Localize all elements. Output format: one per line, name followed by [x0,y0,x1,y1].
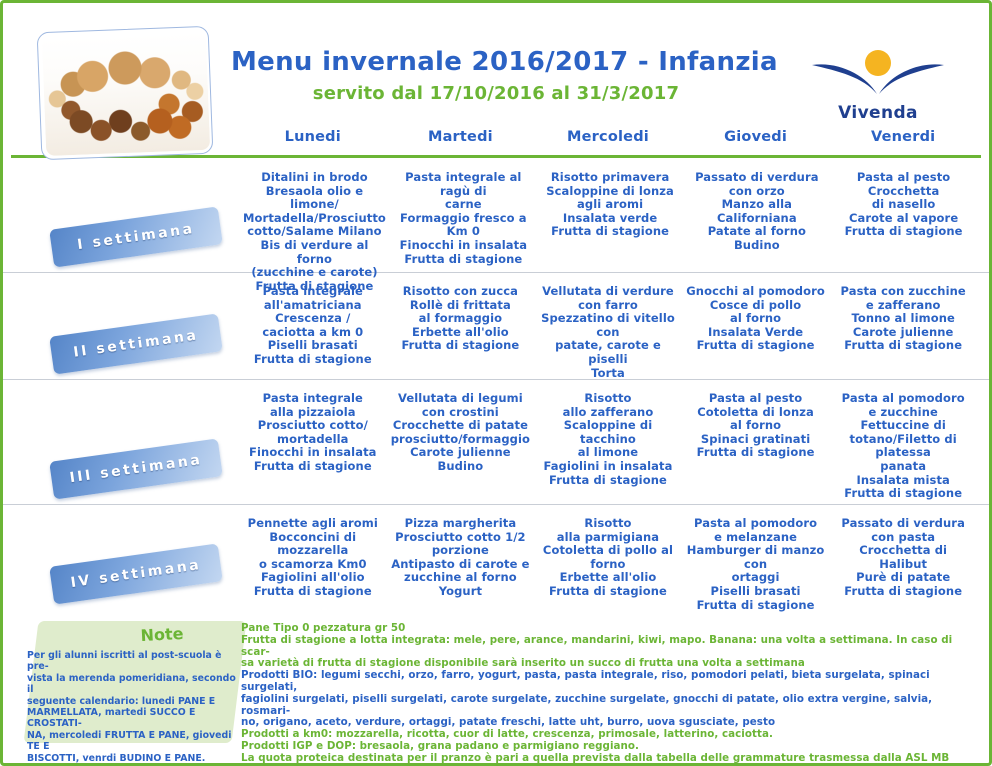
day-header-row: Lunedi Martedi Mercoledi Giovedi Venerdi [3,129,989,159]
legend-line-fruit: Frutta di stagione a lotta integrata: me… [241,633,953,670]
day-header-mercoledi: Mercoledi [567,129,649,145]
menu-cell-w2-venerdi: Pasta con zucchine e zafferano Tonno al … [840,284,966,353]
week-label-cell-2: II settimana [3,273,239,379]
menu-cell-w1-martedi: Pasta integrale al ragù di carne Formagg… [399,170,528,266]
day-header-venerdi: Venerdi [871,129,936,145]
menu-cell-w4-venerdi: Passato di verdura con pasta Crocchetta … [841,516,965,598]
title-block: Menu invernale 2016/2017 - Infanzia serv… [231,47,778,104]
week-tab-2: II settimana [49,313,223,375]
menu-cell-w4-lunedi: Pennette agli aromi Bocconcini di mozzar… [247,516,378,598]
day-header-giovedi: Giovedi [724,129,788,145]
week-label-cell-4: IV settimana [3,505,239,609]
week-label-cell-3: III settimana [3,380,239,504]
menu-cell-w1-mercoledi: Risotto primavera Scaloppine di lonza ag… [546,170,674,239]
week-row-4: IV settimana Pennette agli aromi Bocconc… [3,505,989,612]
week-days-4: Pennette agli aromi Bocconcini di mozzar… [239,505,989,612]
note-title: Note [140,623,184,646]
legend-line-bio: Prodotti BIO: legumi secchi, orzo, farro… [241,669,933,729]
note-panel: Note Per gli alunni iscritti al post-scu… [27,624,241,764]
day-header-lunedi: Lunedi [284,129,341,145]
week-row-2: II settimana Pasta integrale all'amatric… [3,273,989,380]
menu-cell-w4-giovedi: Pasta al pomodoro e melanzane Hamburger … [686,516,825,612]
menu-cell-w3-mercoledi: Risotto allo zafferano Scaloppine di tac… [543,391,673,487]
vivenda-logo-mark [808,47,948,101]
mixed-nuts-photo [36,25,214,161]
nuts-photo-image [41,31,211,157]
menu-cell-w3-venerdi: Pasta al pomodoro e zucchine Fettuccine … [841,391,965,501]
legend-line-igp-dop: Prodotti IGP e DOP: bresaola, grana pada… [241,739,639,752]
menu-cell-w2-martedi: Risotto con zucca Rollè di frittata al f… [401,284,520,353]
week-label-4: IV settimana [69,556,203,592]
legend-line-protein-quota: La quota proteica destinata per il pranz… [241,751,950,764]
menu-period-subtitle: servito dal 17/10/2016 al 31/3/2017 [312,83,680,104]
week-tab-3: III settimana [49,438,223,500]
week-tab-4: IV settimana [49,543,223,605]
menu-cell-w2-giovedi: Gnocchi al pomodoro Cosce di pollo al fo… [686,284,825,353]
week-row-1: I settimana Ditalini in brodo Bresaola o… [3,159,989,293]
vivenda-logo: Vivenda [793,47,963,123]
menu-cell-w3-lunedi: Pasta integrale alla pizzaiola Prosciutt… [249,391,377,473]
page-title: Menu invernale 2016/2017 - Infanzia [231,47,778,77]
menu-cell-w1-lunedi: Ditalini in brodo Bresaola olio e limone… [243,170,386,293]
menu-cell-w3-giovedi: Pasta al pesto Cotoletta di lonza al for… [696,391,815,460]
logo-swoosh-icon [812,50,944,94]
menu-cell-w3-martedi: Vellutata di legumi con crostini Crocche… [390,391,531,473]
menu-cell-w1-giovedi: Passato di verdura con orzo Manzo alla C… [695,170,819,252]
week-days-2: Pasta integrale all'amatriciana Crescenz… [239,273,989,379]
menu-weeks: I settimana Ditalini in brodo Bresaola o… [3,159,989,612]
week-label-cell-1: I settimana [3,159,239,272]
week-label-1: I settimana [76,220,196,254]
menu-cell-w2-lunedi: Pasta integrale all'amatriciana Crescenz… [253,284,372,366]
menu-cell-w2-mercoledi: Vellutata di verdure con farro Spezzatin… [541,284,675,380]
week-days-3: Pasta integrale alla pizzaiola Prosciutt… [239,380,989,504]
week-days-1: Ditalini in brodo Bresaola olio e limone… [239,159,989,293]
legend-line-km0: Prodotti a km0: mozzarella, ricotta, cuo… [241,728,773,741]
note-body: Per gli alunni iscritti al post-scuola è… [27,650,236,764]
vivenda-logo-text: Vivenda [838,103,918,123]
day-header-martedi: Martedi [427,129,493,145]
week-label-2: II settimana [72,327,200,361]
menu-cell-w4-mercoledi: Risotto alla parmigiana Cotoletta di pol… [542,516,674,598]
menu-cell-w1-venerdi: Pasta al pesto Crocchetta di nasello Car… [844,170,963,239]
legend-line-bread: Pane Tipo 0 pezzatura gr 50 [241,622,406,634]
day-header-cells: Lunedi Martedi Mercoledi Giovedi Venerdi [239,129,977,145]
week-label-3: III settimana [68,451,204,487]
header-divider-rule [11,155,981,158]
week-tab-1: I settimana [49,206,223,268]
poster-header: Menu invernale 2016/2017 - Infanzia serv… [3,3,989,161]
week-row-3: III settimana Pasta integrale alla pizza… [3,380,989,505]
legend-block: Pane Tipo 0 pezzatura gr 50 Frutta di st… [241,622,979,765]
menu-cell-w4-martedi: Pizza margherita Prosciutto cotto 1/2 po… [391,516,530,598]
